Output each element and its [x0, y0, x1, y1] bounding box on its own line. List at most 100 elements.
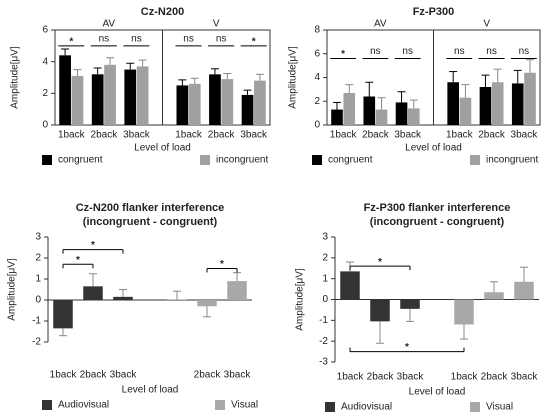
bar — [197, 300, 217, 307]
significance-label: ns — [519, 46, 530, 57]
significance-label: * — [378, 257, 382, 268]
legend-swatch — [200, 155, 210, 165]
y-tick-label: 1 — [35, 274, 41, 285]
y-tick-label: 1 — [322, 273, 328, 284]
bar — [176, 85, 189, 125]
x-tick-label: 2back — [208, 130, 236, 141]
bar — [484, 292, 504, 300]
y-axis-label: Amplitude[μV] — [288, 46, 299, 109]
chart-title: (incongruent - congruent) — [83, 216, 218, 228]
significance-label: ns — [486, 46, 497, 57]
bar — [479, 87, 492, 125]
x-tick-label: 3back — [240, 130, 268, 141]
bar — [221, 79, 234, 125]
legend-label: congruent — [328, 155, 373, 166]
y-tick-label: -3 — [319, 357, 328, 368]
legend-label: Visual — [231, 400, 258, 411]
legend-label: congruent — [58, 155, 103, 166]
y-tick-label: 0 — [314, 120, 320, 131]
significance-label: ns — [131, 33, 142, 44]
legend-swatch — [215, 400, 225, 410]
bar — [113, 296, 133, 300]
bar — [370, 299, 390, 322]
y-tick-label: 3 — [35, 232, 41, 243]
legend-label: incongruent — [486, 155, 538, 166]
y-tick-label: -2 — [319, 336, 328, 347]
x-tick-label: 2back — [367, 372, 395, 383]
x-tick-label: 2back — [478, 130, 506, 141]
group-label: V — [483, 19, 490, 30]
y-tick-label: -1 — [319, 315, 328, 326]
bar — [514, 281, 534, 300]
y-tick-label: 8 — [314, 25, 320, 36]
bar — [227, 281, 247, 300]
y-tick-label: -2 — [32, 337, 41, 348]
bar — [331, 109, 343, 125]
y-tick-label: 0 — [35, 295, 41, 306]
chart-title: (incongruent - congruent) — [370, 216, 505, 228]
x-tick-label: 1back — [50, 370, 78, 381]
y-tick-label: 3 — [322, 232, 328, 243]
y-axis-label: Amplitude[μV] — [10, 46, 21, 109]
significance-label: ns — [454, 46, 465, 57]
y-tick-label: 0 — [322, 294, 328, 305]
legend-label: incongruent — [216, 155, 268, 166]
y-tick-label: 2 — [314, 96, 320, 107]
bar — [395, 102, 408, 125]
significance-label: * — [405, 342, 409, 353]
x-axis-label: Level of load — [134, 143, 191, 154]
bar — [209, 74, 221, 125]
bar — [124, 69, 137, 125]
x-tick-label: 1back — [175, 130, 203, 141]
y-tick-label: 0 — [42, 120, 48, 131]
x-tick-label: 2back — [194, 370, 222, 381]
x-tick-label: 3back — [397, 372, 425, 383]
bar — [400, 299, 420, 309]
y-tick-label: 4 — [314, 72, 320, 83]
legend-swatch — [470, 155, 480, 165]
bar — [343, 92, 356, 125]
chart-title: Fz-P300 flanker interference — [364, 202, 511, 214]
legend-swatch — [42, 155, 52, 165]
legend-label: Audiovisual — [341, 402, 392, 413]
x-tick-label: 2back — [80, 370, 108, 381]
y-tick-label: 2 — [35, 253, 41, 264]
x-axis-label: Level of load — [122, 385, 179, 396]
significance-label: ns — [216, 33, 227, 44]
bar — [83, 286, 103, 300]
y-tick-label: -1 — [32, 316, 41, 327]
legend-swatch — [42, 400, 52, 410]
bar — [91, 74, 104, 125]
bar — [241, 94, 254, 125]
y-axis-label: Amplitude[μV] — [7, 258, 18, 321]
y-tick-label: 2 — [322, 252, 328, 263]
bar — [53, 300, 73, 329]
x-tick-label: 1back — [451, 372, 479, 383]
y-axis-label: Amplitude[μV] — [295, 268, 306, 331]
legend-label: Visual — [486, 402, 513, 413]
bar — [459, 97, 472, 125]
bar — [188, 83, 201, 125]
x-tick-label: 3back — [123, 130, 151, 141]
y-tick-label: 6 — [42, 25, 48, 36]
bar — [408, 108, 420, 125]
chart-title: Cz-N200 — [141, 6, 184, 18]
significance-label: * — [220, 259, 224, 270]
bar — [447, 82, 459, 125]
group-label: AV — [102, 19, 115, 30]
bar — [454, 299, 474, 325]
x-tick-label: 2back — [481, 372, 509, 383]
significance-label: * — [91, 240, 95, 251]
x-axis-label: Level of load — [405, 143, 462, 154]
chart-title: Fz-P300 — [413, 6, 455, 18]
y-tick-label: 4 — [42, 56, 48, 67]
bar — [511, 83, 524, 125]
x-tick-label: 1back — [446, 130, 474, 141]
bar — [104, 64, 116, 125]
x-tick-label: 3back — [110, 370, 138, 381]
group-label: V — [213, 19, 220, 30]
y-tick-label: 6 — [314, 48, 320, 59]
bar — [136, 66, 149, 125]
bar — [71, 75, 84, 125]
significance-label: ns — [183, 33, 194, 44]
